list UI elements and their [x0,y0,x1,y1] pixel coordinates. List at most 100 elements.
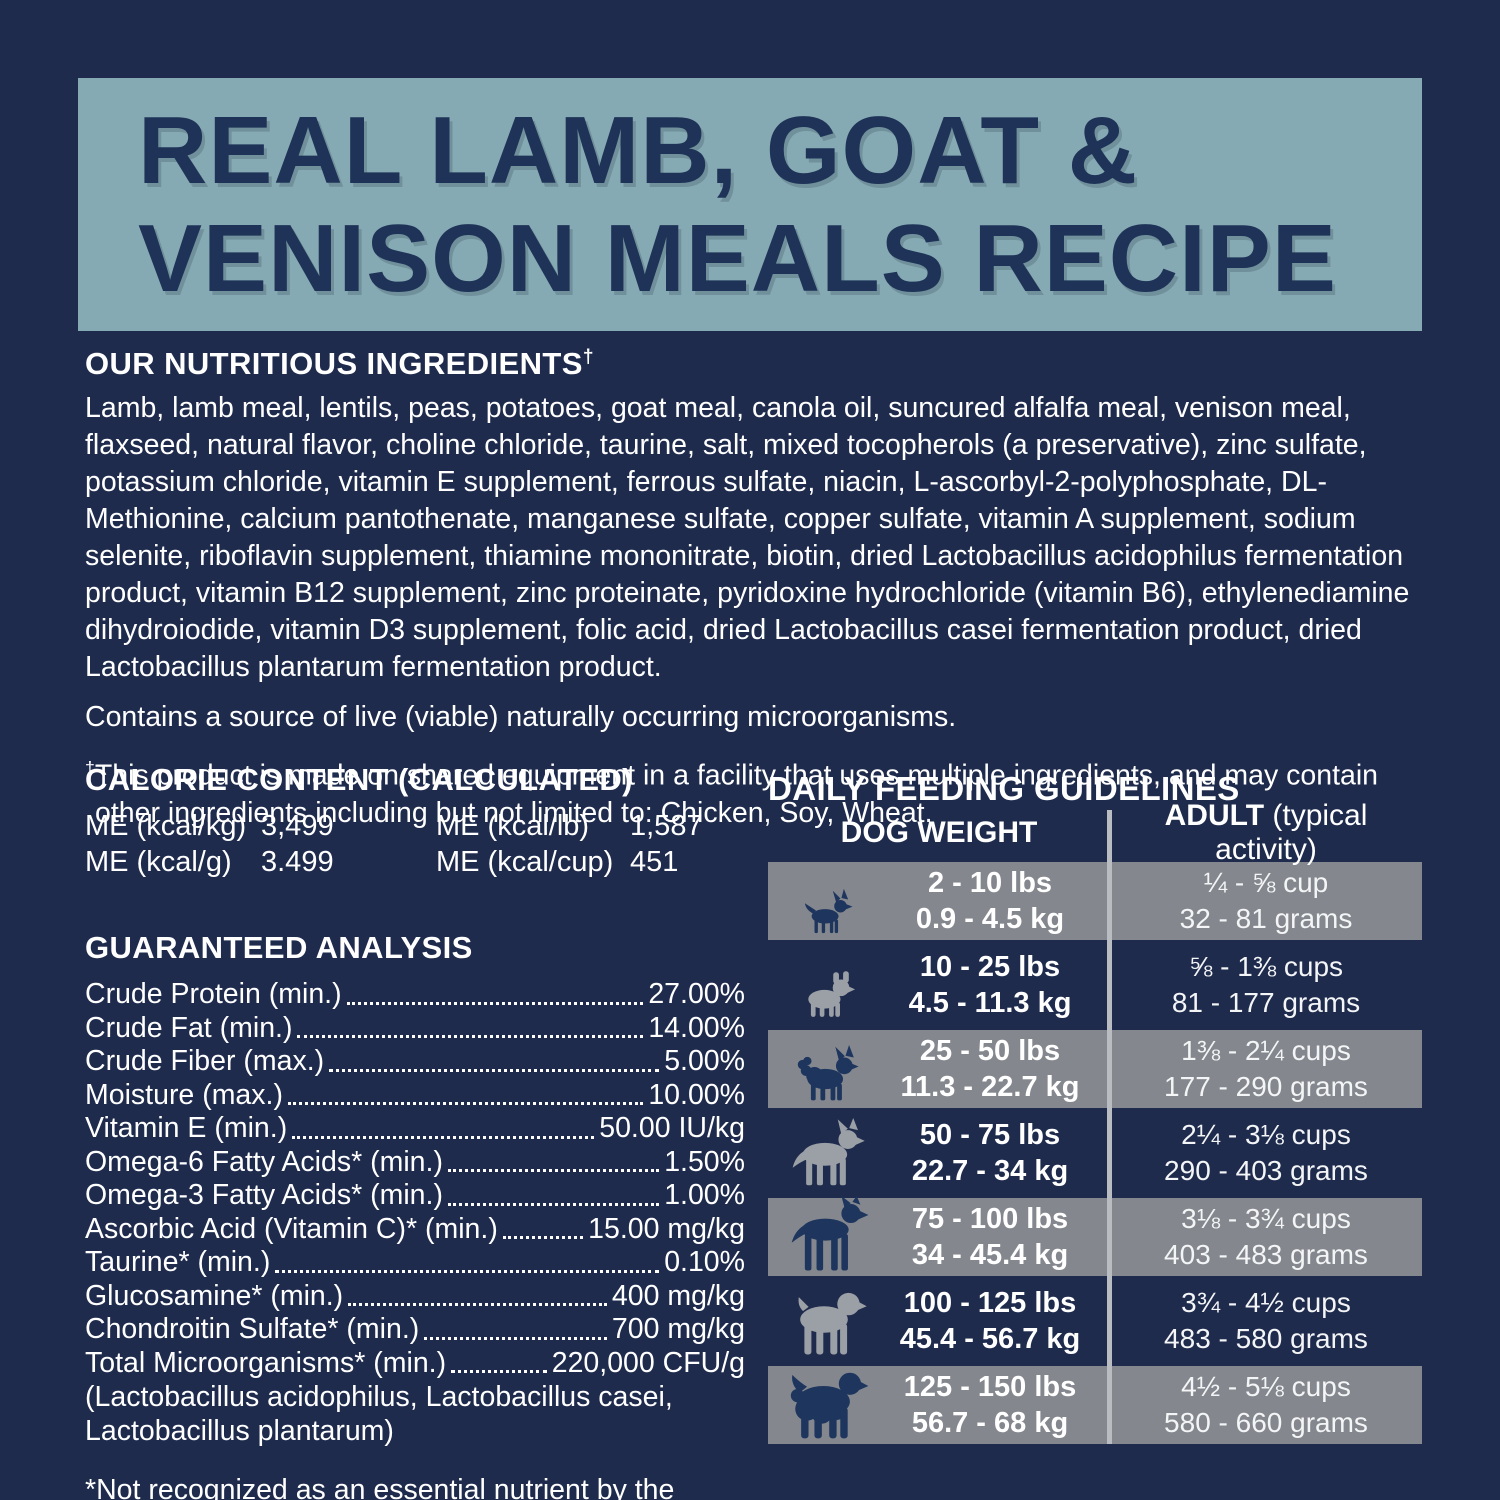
shared-facility-note-text: This product is made on shared equipment… [94,759,1379,829]
guaranteed-analysis-row: Total Microorganisms* (min.) 220,000 CFU… [85,1347,745,1381]
amount-cups: ¼ - ⅝ cup [1203,867,1329,898]
amount-grams: 580 - 660 grams [1164,1407,1368,1438]
dog-weight-column-header: DOG WEIGHT [840,816,1038,849]
dotted-leader [348,1303,607,1306]
recipe-banner: REAL LAMB, GOAT & VENISON MEALS RECIPE [78,78,1422,331]
guaranteed-analysis-row: Vitamin E (min.) 50.00 IU/kg [85,1112,745,1146]
dog-icon-box [768,1030,886,1108]
aafco-footnote: *Not recognized as an essential nutrient… [85,1474,675,1500]
feeding-amount-cell: ¼ - ⅝ cup 32 - 81 grams [1110,862,1422,940]
weight-lbs: 100 - 125 lbs [903,1287,1077,1319]
dotted-leader [297,1035,644,1038]
dagger-symbol: † [582,346,594,368]
calorie-value: 451 [630,846,679,878]
weight-lbs: 2 - 10 lbs [927,867,1053,899]
weight-kg: 45.4 - 56.7 kg [899,1323,1081,1355]
amount-grams: 483 - 580 grams [1164,1323,1368,1354]
ingredients-list: Lamb, lamb meal, lentils, peas, potatoes… [85,392,1410,683]
dog-weight-cell: 75 - 100 lbs 34 - 45.4 kg [768,1198,1110,1276]
ingredients-heading-text: OUR NUTRITIOUS INGREDIENTS [85,346,583,381]
feeding-guidelines-heading: DAILY FEEDING GUIDELINES [768,770,1240,807]
feeding-table-row: 50 - 75 lbs 22.7 - 34 kg 2¼ - 3⅛ cups 29… [768,1114,1422,1192]
table-header-row: DOG WEIGHT ADULT (typical activity) [768,799,1422,866]
newfoundland-icon [779,1363,875,1440]
amount-cups: 2¼ - 3⅛ cups [1181,1119,1351,1150]
recipe-title-line1: REAL LAMB, GOAT & [138,96,1139,204]
feeding-table-row: 10 - 25 lbs 4.5 - 11.3 kg ⅝ - 1⅜ cups 81… [768,946,1422,1024]
weight-range: 50 - 75 lbs 22.7 - 34 kg [886,1117,1110,1189]
calorie-value: 3,499 [261,810,334,842]
guaranteed-analysis-row: Omega-3 Fatty Acids* (min.) 1.00% [85,1179,745,1213]
dotted-leader [329,1068,660,1072]
weight-lbs: 25 - 50 lbs [919,1035,1061,1067]
adult-column-header: ADULT (typical activity) [1110,799,1422,867]
nutrient-label: Crude Fiber (max.) [85,1045,325,1077]
nutrient-value: 1.00% [664,1179,745,1211]
table-column-divider [1107,810,1112,1444]
feeding-table-row: 25 - 50 lbs 11.3 - 22.7 kg 1⅜ - 2¼ cups … [768,1030,1422,1108]
nutrient-label: Total Microorganisms* (min.) [85,1346,447,1379]
viable-microorganisms-note: Contains a source of live (viable) natur… [85,701,957,733]
dog-icon-box [768,1198,886,1276]
left-column: CALORIE CONTENT (CALCULATED) ME (kcal/kg… [85,762,745,1500]
dotted-leader [287,1102,644,1105]
nutrient-value: 10.00% [648,1078,745,1111]
weight-kg: 22.7 - 34 kg [911,1155,1069,1187]
feeding-table-row: 125 - 150 lbs 56.7 - 68 kg 4½ - 5⅛ cups … [768,1366,1422,1444]
nutrient-value: 14.00% [648,1011,745,1044]
weight-range: 100 - 125 lbs 45.4 - 56.7 kg [886,1285,1110,1357]
guaranteed-analysis-row: Crude Protein (min.) 27.00% [85,978,745,1012]
nutrient-value: 0.10% [664,1246,745,1278]
feeding-guidelines-section: DAILY FEEDING GUIDELINES DOG WEIGHT ADUL… [768,770,1422,1444]
guaranteed-analysis-row: Moisture (max.) 10.00% [85,1079,745,1113]
weight-range: 10 - 25 lbs 4.5 - 11.3 kg [886,949,1110,1021]
weight-kg: 0.9 - 4.5 kg [915,903,1065,935]
dotted-leader [451,1370,547,1373]
calorie-label: ME (kcal/g) [85,846,232,878]
calorie-label: ME (kcal/cup) [436,846,614,878]
guaranteed-analysis-section: GUARANTEED ANALYSIS Crude Protein (min.)… [85,930,745,1500]
dotted-leader [447,1169,660,1172]
dotted-leader [424,1336,607,1340]
dog-weight-cell: 100 - 125 lbs 45.4 - 56.7 kg [768,1282,1110,1360]
amount-grams: 403 - 483 grams [1164,1239,1368,1270]
guaranteed-analysis-row: Chondroitin Sulfate* (min.) 700 mg/kg [85,1313,745,1347]
recipe-title: REAL LAMB, GOAT & VENISON MEALS RECIPE [138,97,1337,312]
guaranteed-analysis-row: Glucosamine* (min.) 400 mg/kg [85,1280,745,1314]
german-shepherd-icon [783,1118,871,1188]
chihuahua-icon [796,886,859,936]
guaranteed-analysis-row: Crude Fat (min.) 14.00% [85,1012,745,1046]
dotted-leader [346,1001,644,1005]
nutrient-label: Vitamin E (min.) [85,1112,288,1144]
amount-grams: 81 - 177 grams [1171,987,1361,1018]
recipe-title-line2: VENISON MEALS RECIPE [138,204,1337,312]
nutrient-label: Omega-3 Fatty Acids* (min.) [85,1179,443,1211]
nutrient-label: Ascorbic Acid (Vitamin C)* (min.) [85,1212,498,1245]
weight-range: 75 - 100 lbs 34 - 45.4 kg [886,1201,1110,1273]
french-bulldog-icon [793,966,861,1020]
dog-icon-box [768,1282,886,1360]
dog-weight-cell: 125 - 150 lbs 56.7 - 68 kg [768,1366,1110,1444]
nutrient-label: Moisture (max.) [85,1078,283,1111]
amount-grams: 32 - 81 grams [1179,903,1353,934]
nutrient-value: 700 mg/kg [611,1313,745,1345]
weight-lbs: 10 - 25 lbs [919,951,1061,983]
calorie-label: ME (kcal/kg) [85,810,247,842]
dog-icon-box [768,946,886,1024]
calorie-value: 3.499 [261,846,334,878]
dog-weight-cell: 2 - 10 lbs 0.9 - 4.5 kg [768,862,1110,940]
amount-cups: ⅝ - 1⅜ cups [1188,951,1344,982]
amount-cups: 4½ - 5⅛ cups [1181,1371,1351,1402]
feeding-amount-cell: 3¾ - 4½ cups 483 - 580 grams [1110,1282,1422,1360]
calorie-label: ME (kcal/lb) [436,810,590,842]
nutrient-label: Glucosamine* (min.) [85,1279,344,1312]
ingredients-heading: OUR NUTRITIOUS INGREDIENTS† [85,346,1437,382]
amount-cups: 1⅜ - 2¼ cups [1181,1035,1351,1066]
dagger-symbol: † [85,758,95,778]
amount-cups: 3⅛ - 3¾ cups [1181,1203,1351,1234]
feeding-guidelines-table: DOG WEIGHT ADULT (typical activity) 2 - … [768,799,1422,1444]
weight-kg: 11.3 - 22.7 kg [900,1071,1080,1103]
nutrient-value: 27.00% [648,978,745,1010]
guaranteed-analysis-row: Omega-6 Fatty Acids* (min.) 1.50% [85,1146,745,1180]
guaranteed-analysis-row: Taurine* (min.) 0.10% [85,1246,745,1280]
